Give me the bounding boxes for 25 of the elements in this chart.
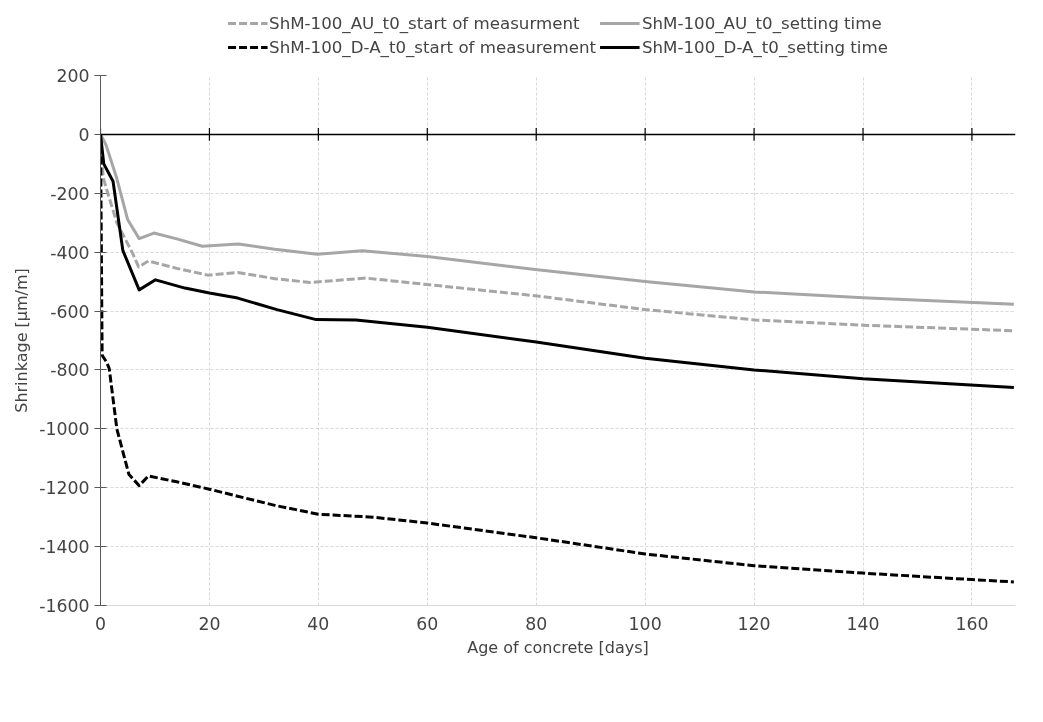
y-tick-label: 0 bbox=[78, 124, 90, 145]
y-tick-label: -1600 bbox=[39, 596, 90, 616]
y-tick-label: -1400 bbox=[39, 537, 90, 558]
x-tick-label: 140 bbox=[846, 613, 880, 634]
y-tick-label: -800 bbox=[50, 360, 90, 381]
x-tick-label: 40 bbox=[307, 613, 330, 634]
y-tick-label: -600 bbox=[50, 301, 90, 322]
x-tick-label: 20 bbox=[198, 613, 221, 634]
y-tick-label: 200 bbox=[56, 66, 90, 86]
y-tick-label: -200 bbox=[50, 183, 90, 204]
x-axis-title: Age of concrete [days] bbox=[467, 637, 649, 657]
x-tick-label: 100 bbox=[628, 613, 662, 634]
y-tick-label: -400 bbox=[50, 242, 90, 263]
legend-label: ShM-100_D-A_t0_start of measurement bbox=[269, 37, 596, 57]
legend-label: ShM-100_D-A_t0_setting time bbox=[641, 37, 888, 57]
y-tick-label: -1000 bbox=[39, 419, 90, 440]
y-axis-title: Shrinkage [µm/m] bbox=[12, 268, 32, 413]
y-tick-label: -1200 bbox=[39, 478, 90, 499]
x-tick-label: 160 bbox=[955, 613, 989, 634]
x-tick-label: 60 bbox=[416, 613, 439, 634]
x-tick-label: 0 bbox=[94, 613, 107, 634]
x-tick-label: 120 bbox=[737, 613, 771, 634]
x-tick-label: 80 bbox=[525, 613, 548, 634]
legend-label: ShM-100_AU_t0_setting time bbox=[641, 13, 882, 33]
legend-label: ShM-100_AU_t0_start of measurment bbox=[269, 13, 580, 33]
